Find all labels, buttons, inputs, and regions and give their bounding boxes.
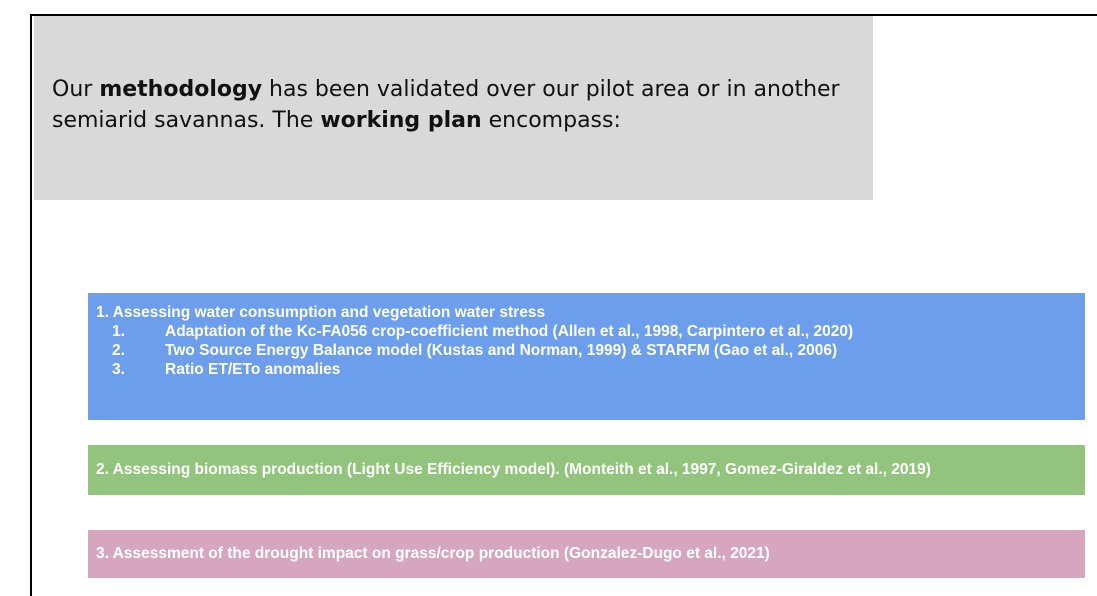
- item-text: Adaptation of the Kc-FA056 crop-coeffici…: [165, 323, 854, 340]
- box-heading: 1. Assessing water consumption and veget…: [96, 304, 546, 321]
- step-box: 2. Assessing biomass production (Light U…: [88, 445, 1085, 495]
- bold-text: working plan: [320, 108, 482, 133]
- item-number: 2.: [112, 342, 125, 359]
- list-item: 2. Two Source Energy Balance model (Kusta…: [96, 341, 1085, 360]
- intro-box: Our methodology has been validated over …: [34, 16, 873, 200]
- text: Our: [52, 77, 100, 102]
- item-number: 3.: [112, 361, 125, 378]
- text: encompass:: [481, 108, 621, 133]
- list-item: 1. Adaptation of the Kc-FA056 crop-coeffi…: [96, 322, 1085, 341]
- intro-text: Our methodology has been validated over …: [52, 74, 852, 136]
- frame: [30, 14, 1097, 596]
- bold-text: methodology: [99, 77, 263, 102]
- item-text: Ratio ET/ETo anomalies: [165, 361, 341, 378]
- text: has been validated over our pilot area o…: [52, 77, 840, 133]
- step-box: 1. Assessing water consumption and veget…: [88, 293, 1085, 420]
- item-number: 1.: [112, 323, 125, 340]
- box-heading: 2. Assessing biomass production (Light U…: [96, 461, 931, 478]
- box-heading: 3. Assessment of the drought impact on g…: [96, 545, 770, 562]
- step-box: 3. Assessment of the drought impact on g…: [88, 530, 1085, 578]
- item-text: Two Source Energy Balance model (Kustas …: [165, 342, 838, 359]
- list-item: 3. Ratio ET/ETo anomalies: [96, 360, 1085, 379]
